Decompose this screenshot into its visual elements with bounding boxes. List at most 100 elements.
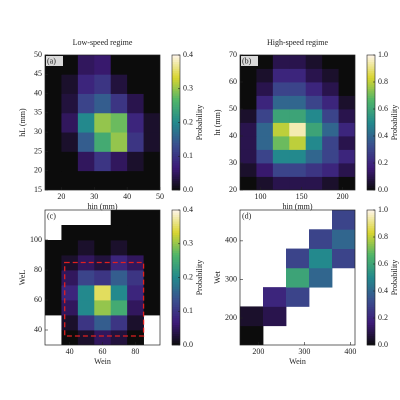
colorbar-segment <box>172 273 180 276</box>
cell <box>94 255 112 271</box>
colorbar-segment <box>367 320 375 323</box>
colorbar-segment <box>367 237 375 240</box>
colorbar-segment <box>172 82 180 85</box>
y-tick-label: 100 <box>30 235 42 244</box>
colorbar-segment <box>367 338 375 341</box>
cell <box>143 240 160 256</box>
colorbar-segment <box>172 163 180 166</box>
colorbar-tick-label: 0.8 <box>378 77 388 86</box>
colorbar-segment <box>172 250 180 254</box>
cell <box>240 95 257 110</box>
highlight-box <box>64 261 145 337</box>
colorbar-segment <box>172 111 180 114</box>
cell <box>256 136 274 150</box>
colorbar-segment <box>172 291 180 294</box>
colorbar-segment <box>172 264 180 267</box>
y-axis-label: Wet <box>213 270 222 283</box>
colorbar-segment <box>172 311 180 314</box>
cell <box>77 55 95 75</box>
colorbar-segment <box>172 324 180 328</box>
cell <box>143 225 160 241</box>
colorbar-segment <box>367 169 375 173</box>
colorbar-segment <box>172 124 180 128</box>
cell <box>127 270 144 286</box>
colorbar-segment <box>367 147 375 150</box>
cell <box>143 132 160 152</box>
colorbar-segment <box>367 223 375 227</box>
cell <box>309 267 333 288</box>
colorbar-segment <box>367 268 375 272</box>
cell <box>61 315 79 331</box>
y-tick-label: 45 <box>34 69 42 78</box>
colorbar-segment <box>367 75 375 78</box>
colorbar-segment <box>367 304 375 308</box>
cell <box>240 109 257 123</box>
y-tick-label: 50 <box>34 50 42 59</box>
colorbar-segment <box>367 142 375 146</box>
colorbar-segment <box>172 178 180 182</box>
cell <box>322 95 339 110</box>
colorbar-segment <box>172 275 180 278</box>
colorbar-tick-label: 0.2 <box>378 313 388 322</box>
colorbar-segment <box>367 318 375 321</box>
colorbar-segment <box>172 327 180 330</box>
cell <box>305 176 323 190</box>
cell <box>127 240 144 256</box>
cell <box>272 82 290 96</box>
colorbar-segment <box>172 172 180 175</box>
cell <box>77 151 95 172</box>
cell <box>94 285 112 301</box>
cell <box>61 170 79 190</box>
colorbar-segment <box>367 136 375 139</box>
panel-title: High-speed regime <box>267 38 329 47</box>
colorbar-segment <box>367 261 375 265</box>
cell <box>143 300 160 316</box>
cell <box>256 122 274 137</box>
colorbar-segment <box>172 320 180 323</box>
colorbar-tick-label: 0.2 <box>378 158 388 167</box>
x-tick-label: 20 <box>57 192 65 201</box>
cell <box>77 300 95 316</box>
colorbar-segment <box>367 88 375 92</box>
colorbar-segment <box>367 252 375 256</box>
colorbar-segment <box>172 266 180 269</box>
colorbar-segment <box>367 129 375 132</box>
colorbar-segment <box>172 79 180 83</box>
cell <box>332 248 355 269</box>
plot-area <box>240 210 355 345</box>
colorbar-segment <box>367 118 375 121</box>
cell <box>127 210 144 226</box>
colorbar-segment <box>172 210 180 213</box>
colorbar-segment <box>367 120 375 123</box>
cell <box>94 112 112 133</box>
x-tick-label: 200 <box>337 192 349 201</box>
cell <box>94 270 112 286</box>
cell <box>127 55 144 75</box>
cell <box>61 300 79 316</box>
cell <box>110 210 128 226</box>
cell <box>338 136 355 150</box>
cell <box>272 68 290 83</box>
colorbar-segment <box>172 73 180 76</box>
colorbar-segment <box>367 216 375 220</box>
cell <box>322 136 339 150</box>
colorbar-segment <box>367 100 375 103</box>
colorbar-segment <box>367 239 375 242</box>
colorbar-segment <box>172 106 180 110</box>
colorbar-segment <box>367 273 375 276</box>
colorbar-segment <box>367 302 375 305</box>
colorbar-segment <box>172 219 180 222</box>
cell <box>77 240 95 256</box>
colorbar-tick-label: 0.4 <box>378 286 388 295</box>
colorbar-segment <box>367 149 375 153</box>
colorbar-segment <box>172 315 180 319</box>
colorbar-segment <box>367 329 375 332</box>
cell <box>143 151 160 172</box>
colorbar-tick-label: 0.8 <box>378 232 388 241</box>
colorbar-segment <box>367 104 375 108</box>
colorbar-segment <box>367 219 375 222</box>
y-tick-label: 200 <box>225 313 237 322</box>
colorbar-segment <box>172 127 180 130</box>
y-tick-label: 40 <box>34 88 42 97</box>
colorbar-segment <box>172 100 180 103</box>
